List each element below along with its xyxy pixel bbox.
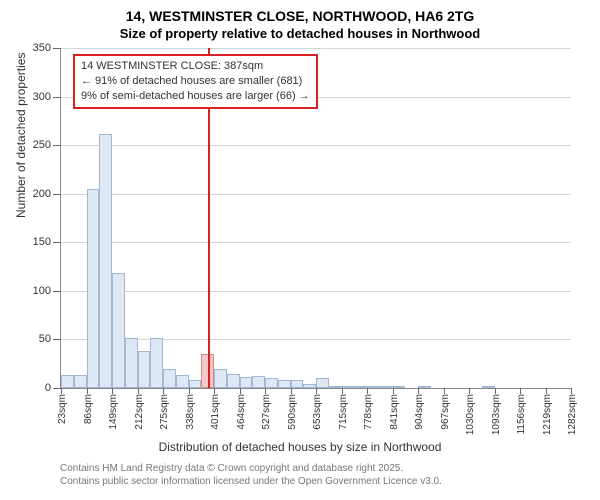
grid-line bbox=[61, 339, 571, 340]
grid-line bbox=[61, 242, 571, 243]
y-tick bbox=[53, 388, 61, 389]
x-tick-label: 778sqm bbox=[363, 394, 374, 430]
histogram-bar bbox=[112, 273, 125, 388]
histogram-bar bbox=[240, 377, 253, 388]
histogram-bar bbox=[61, 375, 74, 388]
x-tick-label: 149sqm bbox=[108, 394, 119, 430]
y-tick-label: 50 bbox=[39, 333, 51, 345]
x-tick-label: 86sqm bbox=[83, 394, 94, 424]
y-tick bbox=[53, 97, 61, 98]
y-tick-label: 250 bbox=[33, 139, 51, 151]
histogram-bar bbox=[74, 375, 87, 388]
histogram-bar bbox=[380, 386, 393, 388]
y-tick bbox=[53, 194, 61, 195]
x-tick-label: 1219sqm bbox=[542, 394, 553, 435]
grid-line bbox=[61, 48, 571, 49]
histogram-bar bbox=[393, 386, 406, 388]
histogram-bar bbox=[265, 378, 278, 388]
histogram-bar bbox=[163, 369, 176, 388]
callout-box: 14 WESTMINSTER CLOSE: 387sqm ← 91% of de… bbox=[73, 54, 318, 109]
x-tick-label: 464sqm bbox=[236, 394, 247, 430]
histogram-bar bbox=[291, 380, 304, 388]
histogram-bar bbox=[252, 376, 265, 388]
y-tick bbox=[53, 145, 61, 146]
attribution-line-1: Contains HM Land Registry data © Crown c… bbox=[60, 462, 442, 475]
x-tick-label: 967sqm bbox=[440, 394, 451, 430]
histogram-bar bbox=[176, 375, 189, 388]
y-axis-title: Number of detached properties bbox=[14, 53, 28, 218]
y-tick bbox=[53, 242, 61, 243]
histogram-bar bbox=[342, 386, 355, 388]
y-tick-label: 300 bbox=[33, 91, 51, 103]
histogram-bar bbox=[125, 338, 138, 389]
grid-line bbox=[61, 194, 571, 195]
x-tick-label: 590sqm bbox=[287, 394, 298, 430]
x-axis-title: Distribution of detached houses by size … bbox=[0, 440, 600, 454]
callout-line-3: 9% of semi-detached houses are larger (6… bbox=[81, 89, 310, 104]
x-tick-label: 401sqm bbox=[210, 394, 221, 430]
histogram-bar bbox=[99, 134, 112, 389]
grid-line bbox=[61, 291, 571, 292]
histogram-bar bbox=[303, 384, 316, 388]
x-tick-label: 1093sqm bbox=[491, 394, 502, 435]
histogram-bar bbox=[87, 189, 100, 388]
histogram-bar bbox=[138, 351, 151, 388]
chart-container: 14, WESTMINSTER CLOSE, NORTHWOOD, HA6 2T… bbox=[0, 0, 600, 500]
histogram-bar bbox=[367, 386, 380, 388]
x-tick-label: 1282sqm bbox=[567, 394, 578, 435]
histogram-bar bbox=[227, 374, 240, 388]
x-tick-label: 653sqm bbox=[312, 394, 323, 430]
x-tick-label: 275sqm bbox=[159, 394, 170, 430]
plot-area: 05010015020025030035023sqm86sqm149sqm212… bbox=[60, 48, 571, 389]
x-tick-label: 1030sqm bbox=[465, 394, 476, 435]
y-tick bbox=[53, 291, 61, 292]
histogram-bar bbox=[150, 338, 163, 389]
x-tick-label: 1156sqm bbox=[516, 394, 527, 434]
grid-line bbox=[61, 145, 571, 146]
histogram-bar bbox=[189, 380, 202, 388]
y-tick-label: 200 bbox=[33, 188, 51, 200]
y-tick-label: 100 bbox=[33, 285, 51, 297]
attribution-line-2: Contains public sector information licen… bbox=[60, 475, 442, 488]
histogram-bar bbox=[329, 386, 342, 388]
callout-line-2: ← 91% of detached houses are smaller (68… bbox=[81, 74, 310, 89]
x-tick-label: 212sqm bbox=[134, 394, 145, 430]
x-tick-label: 23sqm bbox=[57, 394, 68, 424]
x-tick-label: 904sqm bbox=[414, 394, 425, 430]
histogram-bar bbox=[214, 369, 227, 388]
histogram-bar bbox=[316, 378, 329, 388]
y-tick-label: 350 bbox=[33, 42, 51, 54]
y-tick-label: 150 bbox=[33, 236, 51, 248]
chart-title-main: 14, WESTMINSTER CLOSE, NORTHWOOD, HA6 2T… bbox=[0, 0, 600, 24]
chart-title-sub: Size of property relative to detached ho… bbox=[0, 24, 600, 41]
x-tick-label: 338sqm bbox=[185, 394, 196, 430]
y-tick bbox=[53, 48, 61, 49]
y-tick bbox=[53, 339, 61, 340]
y-tick-label: 0 bbox=[45, 382, 51, 394]
x-tick-label: 841sqm bbox=[389, 394, 400, 430]
histogram-bar bbox=[278, 380, 291, 388]
x-tick-label: 527sqm bbox=[261, 394, 272, 430]
histogram-bar bbox=[482, 386, 495, 388]
attribution: Contains HM Land Registry data © Crown c… bbox=[60, 462, 442, 488]
histogram-bar bbox=[354, 386, 367, 388]
x-tick-label: 715sqm bbox=[338, 394, 349, 430]
histogram-bar bbox=[418, 386, 431, 388]
callout-line-1: 14 WESTMINSTER CLOSE: 387sqm bbox=[81, 59, 310, 74]
